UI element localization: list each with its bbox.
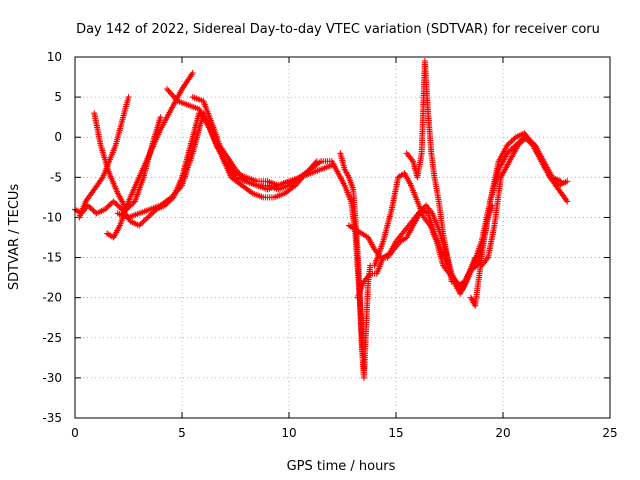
series-track-5 xyxy=(114,110,292,221)
point-markers xyxy=(189,94,367,373)
y-tick-label: -30 xyxy=(42,371,62,385)
point-markers xyxy=(72,110,335,229)
point-markers xyxy=(114,110,292,221)
y-axis-title: SDTVAR / TECUs xyxy=(7,184,22,291)
x-tick-label: 5 xyxy=(178,426,186,440)
y-tick-label: -20 xyxy=(42,291,62,305)
series-track-12 xyxy=(403,58,455,285)
point-markers xyxy=(104,70,196,241)
series-track-10 xyxy=(371,134,564,293)
x-axis-title: GPS time / hours xyxy=(287,459,396,474)
point-markers xyxy=(91,110,164,213)
point-markers xyxy=(467,202,496,309)
series-track-6 xyxy=(164,86,320,201)
series-track-3 xyxy=(91,110,164,213)
series-track-13 xyxy=(467,202,496,309)
x-tick-label: 20 xyxy=(495,426,510,440)
series-track-7 xyxy=(189,94,367,373)
y-tick-label: 5 xyxy=(54,90,62,104)
plot-frame xyxy=(74,56,611,419)
series-track-4 xyxy=(104,70,196,241)
y-tick-label: -10 xyxy=(42,210,62,224)
x-tick-label: 15 xyxy=(388,426,403,440)
y-tick-label: -15 xyxy=(42,251,62,265)
point-markers xyxy=(403,58,455,285)
point-markers xyxy=(371,134,564,293)
chart-title: Day 142 of 2022, Sidereal Day-to-day VTE… xyxy=(76,22,600,37)
x-tick-label: 0 xyxy=(71,426,79,440)
tick-labels: 0 5 10 15 20 25 -35 -30 -25 -20 -15 -10 -5 0 5 10 xyxy=(42,50,617,440)
y-tick-label: -25 xyxy=(42,331,62,345)
x-tick-label: 10 xyxy=(281,426,296,440)
axis-ticks xyxy=(74,56,611,419)
data-points xyxy=(72,58,571,381)
point-markers xyxy=(337,150,374,381)
x-tick-label: 25 xyxy=(602,426,617,440)
series-track-1 xyxy=(72,110,335,229)
series-track-11 xyxy=(337,150,374,381)
y-tick-label: -35 xyxy=(42,411,62,425)
y-tick-label: 10 xyxy=(47,50,62,64)
y-tick-label: 0 xyxy=(54,130,62,144)
grid-lines xyxy=(75,57,610,418)
y-tick-label: -5 xyxy=(50,170,62,184)
point-markers xyxy=(164,86,320,201)
